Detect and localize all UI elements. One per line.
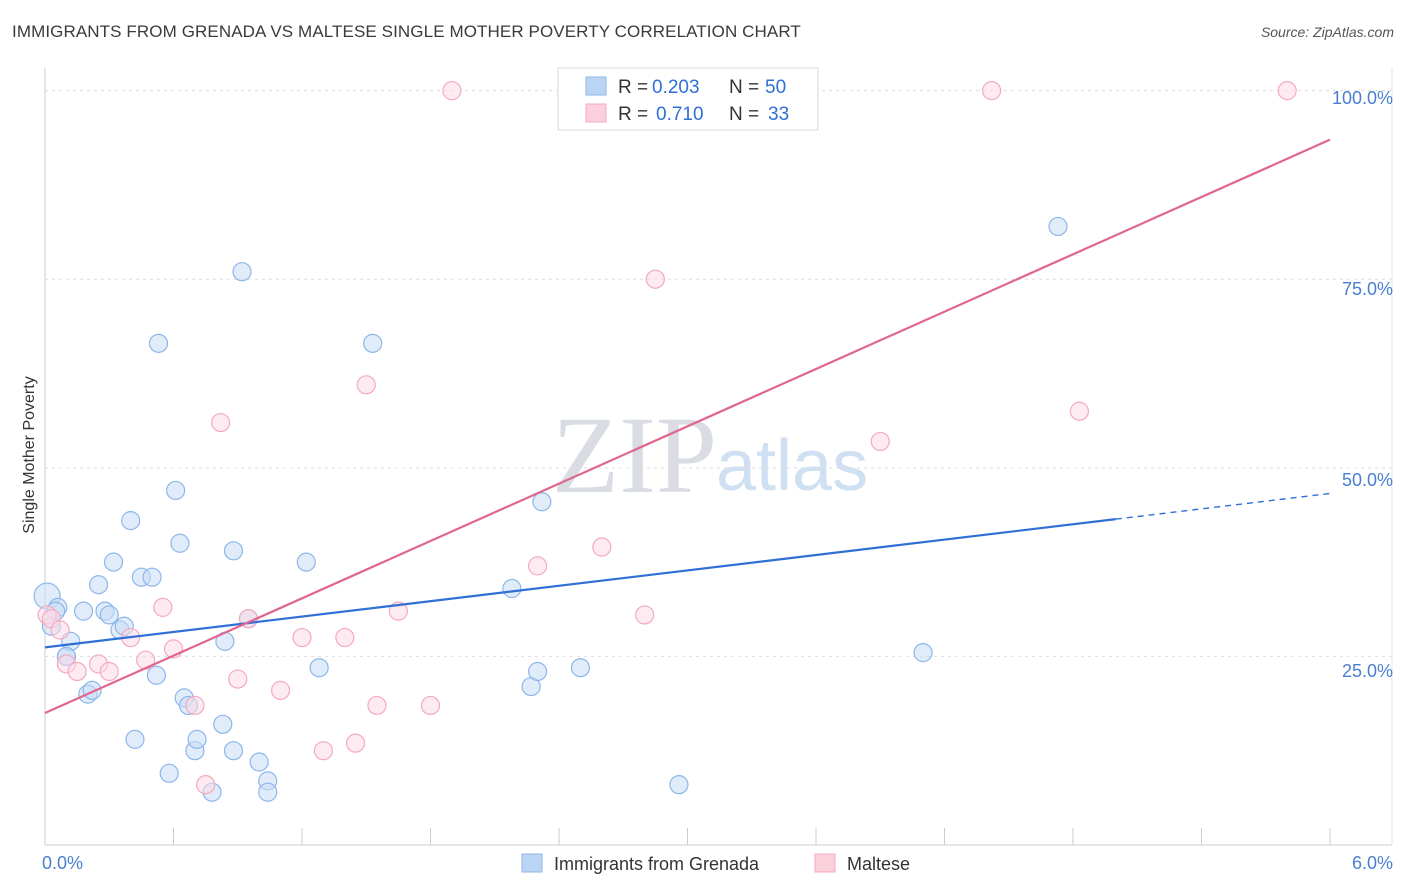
grenada-point [166, 480, 186, 501]
trend-lines [44, 138, 1331, 714]
maltese-point [442, 81, 462, 101]
maltese-point [645, 269, 665, 289]
grenada-point [223, 741, 244, 761]
grenada-point [232, 262, 252, 282]
maltese-point [67, 661, 87, 682]
grenada-point [125, 729, 145, 749]
grenada-point [103, 552, 124, 572]
maltese-trend-line [44, 138, 1331, 714]
grenada-point [249, 752, 269, 772]
legend-n-value-grenada: 50 [765, 77, 786, 98]
legend-r-value-grenada: 0.203 [652, 77, 700, 98]
grenada-point [73, 601, 94, 621]
grenada-point [121, 511, 141, 531]
legend-n-value-maltese: 33 [768, 104, 789, 125]
grenada-point [99, 605, 119, 625]
grenada-point [223, 541, 244, 561]
series-maltese-points [37, 81, 1297, 795]
legend-r-label-grenada: R = [618, 77, 648, 98]
y-tick-label-75: 75.0% [1342, 279, 1393, 299]
grenada-point [142, 567, 162, 587]
maltese-point [870, 431, 890, 452]
y-tick-label-50: 50.0% [1342, 470, 1393, 490]
legend-r-label-maltese: R = [618, 104, 648, 125]
legend-n-label-grenada: N = [729, 77, 759, 98]
maltese-point [982, 81, 1002, 101]
grenada-point [669, 775, 689, 795]
grenada-point [213, 714, 233, 734]
maltese-point [50, 620, 70, 640]
grenada-point [913, 643, 933, 663]
bottom-legend-label-grenada: Immigrants from Grenada [554, 854, 760, 874]
maltese-point [313, 741, 334, 761]
grenada-point [146, 665, 166, 685]
grenada-point [187, 729, 207, 749]
maltese-point [136, 650, 156, 670]
grenada-point [148, 333, 169, 353]
grenada-point [502, 578, 522, 599]
maltese-point [99, 661, 119, 682]
grenada-point [170, 533, 190, 553]
x-tick-label-6: 6.0% [1352, 853, 1393, 873]
chart-title: IMMIGRANTS FROM GRENADA VS MALTESE SINGL… [12, 22, 801, 41]
maltese-point [185, 695, 205, 716]
grenada-point [1048, 216, 1068, 237]
grenada-trend-line [44, 518, 1116, 649]
grenada-point [309, 658, 329, 678]
chart-source: Source: ZipAtlas.com [1260, 24, 1394, 40]
legend-r-value-maltese: 0.710 [656, 104, 704, 125]
legend-swatch-maltese [585, 103, 607, 123]
watermark-zip: ZIP [552, 394, 717, 516]
stats-legend: R = 0.203 N = 50 R = 0.710 N = 33 [557, 67, 819, 131]
grenada-point [159, 763, 179, 783]
grenada-point [258, 782, 278, 802]
bottom-legend-swatch-maltese [814, 853, 836, 873]
maltese-point [1069, 401, 1090, 421]
maltese-point [527, 556, 548, 576]
y-tick-label-25: 25.0% [1342, 661, 1393, 681]
maltese-point [345, 733, 366, 753]
grenada-trend-extension [1115, 492, 1331, 520]
legend-n-label-maltese: N = [729, 104, 759, 125]
maltese-point [420, 695, 441, 716]
series-grenada-points [33, 216, 1068, 802]
maltese-point [635, 605, 655, 625]
grenada-point [527, 661, 548, 682]
grenada-point [296, 552, 316, 572]
grenada-point [570, 658, 591, 678]
maltese-point [1277, 81, 1297, 101]
legend-swatch-grenada [585, 76, 607, 96]
maltese-point [592, 537, 612, 557]
watermark-atlas: atlas [716, 426, 868, 506]
series-legend: Immigrants from Grenada Maltese [521, 853, 910, 874]
maltese-point [367, 695, 387, 716]
maltese-point [356, 375, 376, 395]
y-tick-label-100: 100.0% [1332, 88, 1393, 108]
grenada-point [88, 575, 109, 595]
y-axis-label: Single Mother Poverty [21, 376, 38, 533]
x-tick-label-0: 0.0% [42, 853, 83, 873]
maltese-point [196, 775, 216, 795]
grenada-point [363, 333, 383, 353]
maltese-point [211, 412, 231, 433]
maltese-point [228, 669, 248, 689]
maltese-point [270, 680, 291, 700]
maltese-point [292, 627, 312, 648]
maltese-point [153, 597, 173, 617]
bottom-legend-label-maltese: Maltese [847, 854, 910, 874]
x-tick-marks [44, 828, 1331, 845]
grenada-point [532, 492, 552, 512]
gridlines [45, 90, 1392, 657]
watermark: ZIP atlas [552, 394, 868, 516]
bottom-legend-swatch-grenada [521, 853, 543, 873]
maltese-point [335, 627, 355, 648]
